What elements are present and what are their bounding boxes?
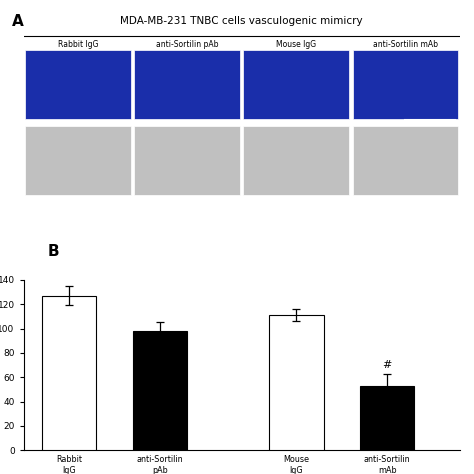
Bar xyxy=(26,126,131,194)
Text: #: # xyxy=(383,360,392,370)
Text: MDA-MB-231 TNBC cells vasculogenic mimicry: MDA-MB-231 TNBC cells vasculogenic mimic… xyxy=(120,16,363,26)
Bar xyxy=(42,296,96,450)
Bar xyxy=(133,331,187,450)
Bar xyxy=(353,126,458,194)
Bar xyxy=(360,386,414,450)
Bar xyxy=(353,51,458,119)
Text: anti-Sortilin mAb: anti-Sortilin mAb xyxy=(373,40,438,49)
Bar xyxy=(244,51,349,119)
Bar xyxy=(26,51,131,119)
Bar xyxy=(269,315,323,450)
Text: Rabbit IgG: Rabbit IgG xyxy=(58,40,99,49)
Text: B: B xyxy=(47,244,59,259)
Bar xyxy=(135,51,240,119)
Text: A: A xyxy=(12,14,24,29)
Bar xyxy=(135,126,240,194)
Text: Mouse IgG: Mouse IgG xyxy=(276,40,316,49)
Text: anti-Sortilin pAb: anti-Sortilin pAb xyxy=(156,40,219,49)
Bar xyxy=(244,126,349,194)
